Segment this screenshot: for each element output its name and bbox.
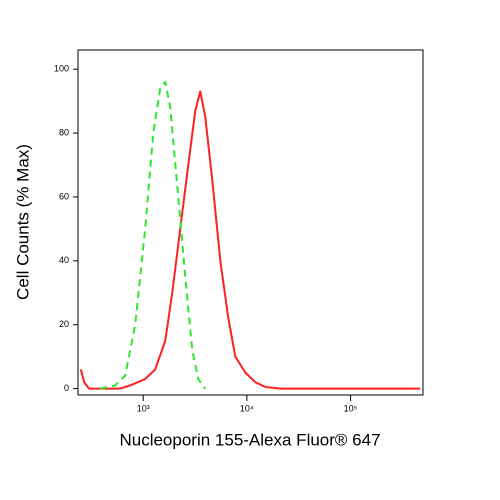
x-tick-label: 10⁵: [344, 403, 358, 413]
series-line: [79, 90, 421, 390]
y-tick-label: 40: [59, 255, 69, 265]
y-tick-label: 100: [54, 64, 69, 74]
plot-frame: [77, 49, 424, 396]
x-axis-label: Nucleoporin 155-Alexa Fluor® 647: [119, 430, 380, 449]
x-tick-label: 10⁴: [240, 403, 254, 413]
y-tick-label: 60: [59, 191, 69, 201]
series-line: [100, 80, 207, 390]
y-tick-label: 80: [59, 127, 69, 137]
y-tick-label: 20: [59, 319, 69, 329]
x-tick-label: 10³: [137, 403, 150, 413]
y-axis-label: Cell Counts (% Max): [13, 144, 32, 300]
y-tick-label: 0: [64, 383, 69, 393]
